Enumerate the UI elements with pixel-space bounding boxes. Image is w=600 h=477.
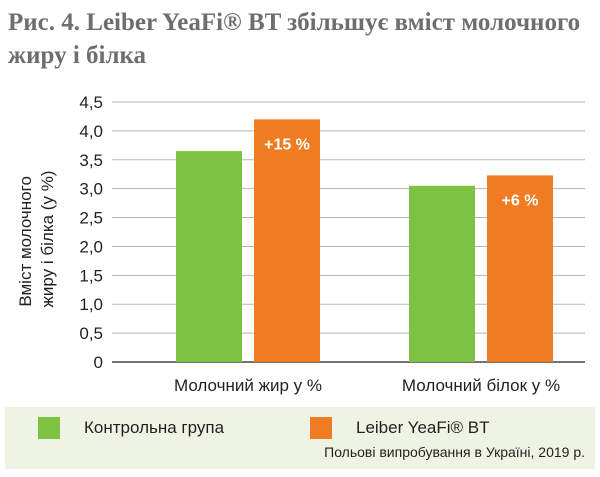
y-tick-label: 2,5 (79, 209, 103, 228)
bar-control-1 (176, 151, 242, 362)
legend-item-control: Контрольна група (38, 417, 224, 439)
y-tick-label: 3,0 (79, 180, 103, 199)
bar-yeafi-1 (254, 119, 320, 362)
bar-yeafi-2 (487, 175, 553, 362)
y-tick-label: 0 (94, 353, 103, 372)
y-tick-label: 1,5 (79, 266, 103, 285)
bar-annotation: +6 % (502, 192, 539, 209)
y-tick-label: 3,5 (79, 151, 103, 170)
x-tick-label: Молочний жир у % (174, 376, 322, 395)
legend: Контрольна група Leiber YeaFi® BT Польов… (5, 407, 595, 469)
y-tick-labels: 0 0,5 1,0 1,5 2,0 2,5 3,0 3,5 4,0 4,5 (79, 93, 103, 372)
y-tick-label: 4,5 (79, 93, 103, 112)
legend-label-control: Контрольна група (84, 418, 225, 437)
legend-label-yeafi: Leiber YeaFi® BT (356, 418, 490, 437)
bar-annotations: +15 % +6 % (264, 136, 538, 209)
x-tick-labels: Молочний жир у % Молочний білок у % (174, 376, 560, 395)
chart-title: Рис. 4. Leiber YeaFi® BT збільшує вміст … (8, 9, 581, 69)
bars (176, 119, 553, 362)
y-tick-label: 4,0 (79, 122, 103, 141)
y-tick-label: 1,0 (79, 295, 103, 314)
bar-control-2 (409, 185, 475, 362)
y-tick-label: 2,0 (79, 237, 103, 256)
bar-annotation: +15 % (264, 136, 310, 153)
y-axis-label: Вміст молочного жиру і білка (у %) (16, 171, 57, 308)
x-tick-label: Молочний білок у % (402, 376, 560, 395)
bar-chart: 0 0,5 1,0 1,5 2,0 2,5 3,0 3,5 4,0 4,5 Молочний жи… (16, 93, 585, 395)
footnote: Польові випробування в Україні, 2019 р. (324, 444, 585, 460)
y-axis-label-line-1: Вміст молочного (16, 176, 35, 307)
legend-swatch-yeafi (310, 417, 332, 439)
y-tick-label: 0,5 (79, 324, 103, 343)
y-axis-label-line-2: жиру і білка (у %) (38, 171, 57, 308)
legend-swatch-control (38, 417, 60, 439)
legend-item-yeafi: Leiber YeaFi® BT (310, 417, 490, 439)
